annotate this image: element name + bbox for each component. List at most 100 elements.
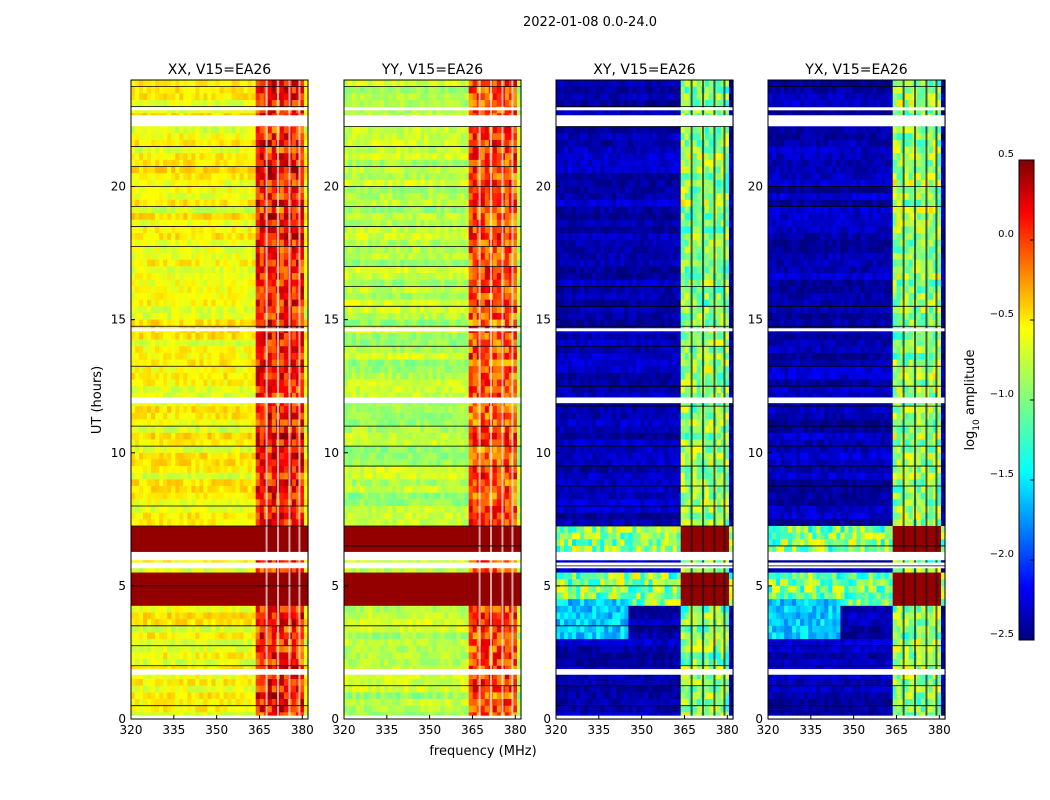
heatmap-cell bbox=[171, 80, 176, 88]
heatmap-cell bbox=[243, 705, 249, 713]
heatmap-cell bbox=[171, 86, 176, 94]
heatmap-cell bbox=[211, 166, 217, 174]
heatmap-cell bbox=[183, 219, 188, 228]
heatmap-cell bbox=[416, 139, 422, 148]
heatmap-cell bbox=[215, 572, 221, 580]
heatmap-cell bbox=[215, 206, 221, 214]
heatmap-cell bbox=[464, 153, 470, 161]
heatmap-cell bbox=[151, 186, 156, 194]
heatmap-cell bbox=[239, 659, 245, 667]
heatmap-cell bbox=[432, 139, 438, 148]
heatmap-cell bbox=[303, 153, 309, 161]
heatmap-cell bbox=[227, 80, 233, 88]
heatmap-cell bbox=[504, 159, 510, 168]
heatmap-cell bbox=[460, 133, 466, 141]
heatmap-cell bbox=[151, 599, 156, 607]
heatmap-cell bbox=[175, 612, 180, 620]
heatmap-cell bbox=[147, 133, 152, 141]
heatmap-cell bbox=[187, 685, 192, 693]
heatmap-cell bbox=[151, 519, 156, 527]
heatmap-cell bbox=[271, 332, 277, 341]
heatmap-cell bbox=[295, 233, 301, 241]
heatmap-cell bbox=[199, 133, 205, 141]
heatmap-cell bbox=[428, 139, 434, 148]
heatmap-cell bbox=[255, 332, 261, 341]
heatmap-cell bbox=[408, 173, 413, 181]
heatmap-cell bbox=[267, 672, 273, 680]
heatmap-cell bbox=[175, 312, 180, 321]
heatmap-cell bbox=[247, 466, 253, 474]
heatmap-cell bbox=[195, 179, 200, 188]
heatmap-cell bbox=[271, 159, 277, 168]
heatmap-cell bbox=[267, 312, 273, 321]
heatmap-cell bbox=[255, 346, 261, 354]
heatmap-cell bbox=[179, 279, 184, 287]
heatmap-cell bbox=[223, 486, 229, 494]
heatmap-cell bbox=[143, 133, 148, 141]
heatmap-cell bbox=[235, 146, 241, 154]
heatmap-cell bbox=[175, 432, 180, 441]
heatmap-cell bbox=[187, 572, 192, 580]
heatmap-cell bbox=[187, 366, 192, 374]
heatmap-cell bbox=[163, 346, 168, 354]
heatmap-cell bbox=[215, 246, 221, 254]
heatmap-cell bbox=[452, 99, 458, 108]
heatmap-cell bbox=[412, 159, 418, 168]
heatmap-cell bbox=[227, 146, 233, 154]
heatmap-cell bbox=[279, 579, 285, 587]
heatmap-cell bbox=[271, 186, 277, 194]
heatmap-cell bbox=[291, 639, 297, 647]
heatmap-cell bbox=[135, 699, 140, 707]
heatmap-cell bbox=[271, 412, 277, 421]
heatmap-cell bbox=[267, 299, 273, 307]
heatmap-cell bbox=[219, 386, 225, 394]
heatmap-cell bbox=[227, 419, 233, 427]
heatmap-cell bbox=[131, 186, 136, 194]
heatmap-cell bbox=[203, 366, 209, 374]
heatmap-cell bbox=[279, 446, 285, 454]
heatmap-cell bbox=[360, 159, 365, 168]
heatmap-cell bbox=[203, 679, 209, 687]
heatmap-cell bbox=[167, 679, 172, 687]
heatmap-cell bbox=[295, 306, 301, 314]
heatmap-cell bbox=[163, 339, 168, 347]
heatmap-cell bbox=[516, 159, 522, 168]
heatmap-cell bbox=[299, 273, 305, 281]
heatmap-cell bbox=[512, 99, 518, 108]
heatmap-cell bbox=[283, 279, 289, 287]
heatmap-cell bbox=[291, 519, 297, 527]
heatmap-cell bbox=[203, 619, 209, 627]
heatmap-cell bbox=[219, 619, 225, 627]
heatmap-cell bbox=[175, 93, 180, 101]
heatmap-cell bbox=[219, 639, 225, 647]
heatmap-cell bbox=[259, 352, 265, 361]
heatmap-cell bbox=[255, 199, 261, 208]
heatmap-cell bbox=[163, 306, 168, 314]
heatmap-cell bbox=[215, 386, 221, 394]
heatmap-cell bbox=[283, 139, 289, 148]
heatmap-cell bbox=[139, 213, 144, 221]
heatmap-cell bbox=[179, 519, 184, 527]
heatmap-cell bbox=[239, 93, 245, 101]
heatmap-cell bbox=[175, 652, 180, 660]
heatmap-cell bbox=[271, 126, 277, 134]
heatmap-cell bbox=[203, 286, 209, 294]
heatmap-cell bbox=[291, 206, 297, 214]
heatmap-cell bbox=[147, 239, 152, 248]
heatmap-cell bbox=[135, 632, 140, 640]
heatmap-cell bbox=[295, 432, 301, 441]
heatmap-cell bbox=[247, 153, 253, 161]
heatmap-cell bbox=[163, 173, 168, 181]
heatmap-cell bbox=[239, 452, 245, 461]
heatmap-cell bbox=[211, 372, 217, 381]
heatmap-cell bbox=[135, 532, 140, 540]
heatmap-cell bbox=[203, 273, 209, 281]
heatmap-cell bbox=[492, 166, 498, 174]
heatmap-cell bbox=[251, 705, 257, 713]
heatmap-cell bbox=[235, 499, 241, 507]
heatmap-cell bbox=[396, 179, 401, 188]
heatmap-cell bbox=[135, 572, 140, 580]
heatmap-cell bbox=[203, 565, 209, 574]
heatmap-cell bbox=[404, 133, 409, 141]
heatmap-cell bbox=[199, 239, 205, 248]
